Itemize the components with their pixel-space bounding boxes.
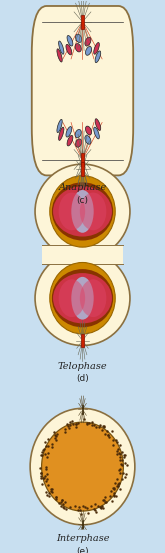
FancyBboxPatch shape [42, 246, 123, 264]
Ellipse shape [85, 37, 91, 46]
Ellipse shape [66, 44, 72, 55]
Ellipse shape [85, 135, 91, 144]
FancyBboxPatch shape [81, 333, 84, 347]
Text: (c): (c) [77, 196, 88, 205]
Ellipse shape [30, 408, 135, 525]
Text: Telophase: Telophase [58, 362, 107, 371]
FancyBboxPatch shape [81, 15, 84, 29]
Ellipse shape [53, 186, 112, 237]
Text: (e): (e) [76, 546, 89, 553]
FancyBboxPatch shape [81, 162, 84, 176]
Ellipse shape [80, 192, 106, 230]
FancyBboxPatch shape [32, 6, 133, 175]
Ellipse shape [67, 135, 73, 146]
Ellipse shape [59, 41, 64, 54]
Ellipse shape [35, 164, 130, 259]
Ellipse shape [76, 34, 82, 43]
Ellipse shape [76, 139, 82, 147]
Ellipse shape [52, 269, 113, 327]
Ellipse shape [80, 279, 106, 317]
Ellipse shape [94, 43, 99, 54]
Text: Anaphase: Anaphase [58, 184, 107, 192]
Ellipse shape [50, 176, 115, 247]
Ellipse shape [57, 119, 62, 133]
Ellipse shape [52, 182, 113, 241]
Ellipse shape [59, 192, 85, 230]
Text: Interphase: Interphase [56, 534, 109, 544]
Ellipse shape [67, 35, 73, 46]
Ellipse shape [50, 263, 115, 334]
Ellipse shape [95, 119, 101, 131]
FancyBboxPatch shape [82, 519, 83, 528]
Ellipse shape [42, 422, 123, 511]
Ellipse shape [71, 190, 94, 233]
Ellipse shape [94, 127, 99, 139]
Ellipse shape [35, 251, 130, 346]
Ellipse shape [75, 44, 81, 52]
Ellipse shape [71, 277, 94, 320]
FancyBboxPatch shape [81, 153, 84, 166]
Ellipse shape [75, 129, 81, 138]
Ellipse shape [85, 46, 92, 55]
Text: (d): (d) [76, 374, 89, 383]
Ellipse shape [66, 127, 72, 137]
Ellipse shape [59, 127, 64, 140]
Ellipse shape [59, 279, 85, 317]
Ellipse shape [53, 273, 112, 324]
Ellipse shape [95, 51, 101, 62]
Ellipse shape [57, 49, 62, 62]
FancyBboxPatch shape [82, 405, 83, 414]
Ellipse shape [85, 126, 92, 135]
